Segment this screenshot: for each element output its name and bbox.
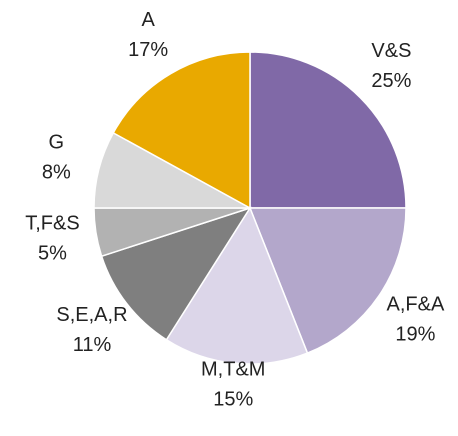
slice-label: M,T&M <box>201 358 265 380</box>
pie-slice <box>112 51 251 210</box>
slice-label: A <box>142 9 156 31</box>
pie-slice <box>165 206 309 365</box>
slice-value-label: 25% <box>371 70 411 92</box>
slice-label: S,E,A,R <box>56 304 127 326</box>
pie-slice <box>249 51 407 209</box>
slice-label: T,F&S <box>25 213 79 235</box>
slice-value-label: 5% <box>38 243 67 265</box>
slice-label: G <box>49 132 65 154</box>
slice-value-label: 17% <box>128 39 168 61</box>
slice-label: V&S <box>371 40 411 62</box>
slice-value-label: 15% <box>213 388 253 410</box>
slice-label: A,F&A <box>387 294 445 316</box>
pie-slice <box>248 207 407 355</box>
slice-value-label: 11% <box>73 334 112 356</box>
pie-slice <box>100 206 252 341</box>
slice-value-label: 8% <box>42 162 71 184</box>
slice-value-label: 19% <box>395 324 435 346</box>
